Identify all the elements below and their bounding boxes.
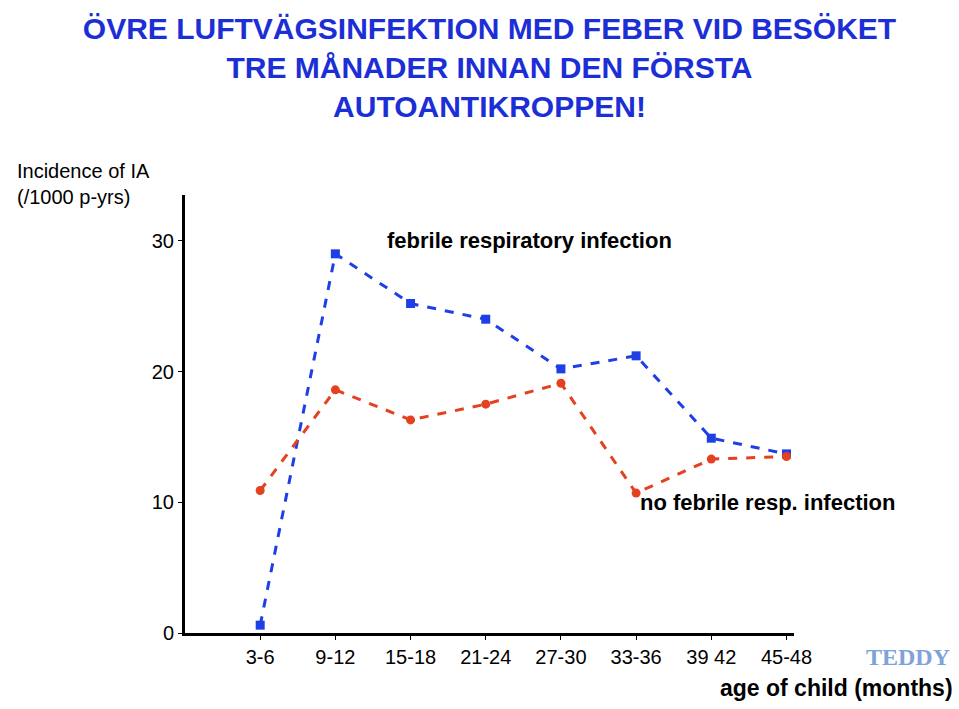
svg-text:45-48: 45-48 (761, 646, 812, 668)
svg-text:age of child (months): age of child (months) (720, 675, 953, 701)
svg-text:ÖVRE LUFTVÄGSINFEKTION MED FEB: ÖVRE LUFTVÄGSINFEKTION MED FEBER VID BES… (83, 12, 896, 123)
svg-text:3-6: 3-6 (246, 646, 275, 668)
svg-text:27-30: 27-30 (535, 646, 586, 668)
svg-text:15-18: 15-18 (385, 646, 436, 668)
svg-text:33-36: 33-36 (611, 646, 662, 668)
svg-text:no febrile resp. infection: no febrile resp. infection (640, 490, 895, 515)
svg-text:9-12: 9-12 (315, 646, 355, 668)
svg-text:TEDDY: TEDDY (866, 644, 950, 670)
svg-text:30: 30 (152, 230, 174, 252)
svg-text:20: 20 (152, 361, 174, 383)
svg-text:21-24: 21-24 (460, 646, 511, 668)
svg-text:febrile respiratory infection: febrile respiratory infection (387, 228, 672, 253)
svg-text:10: 10 (152, 491, 174, 513)
svg-text:Incidence of IA(/1000 p-yrs): Incidence of IA(/1000 p-yrs) (17, 160, 150, 208)
svg-text:39 42: 39 42 (686, 646, 736, 668)
svg-text:0: 0 (163, 622, 174, 644)
